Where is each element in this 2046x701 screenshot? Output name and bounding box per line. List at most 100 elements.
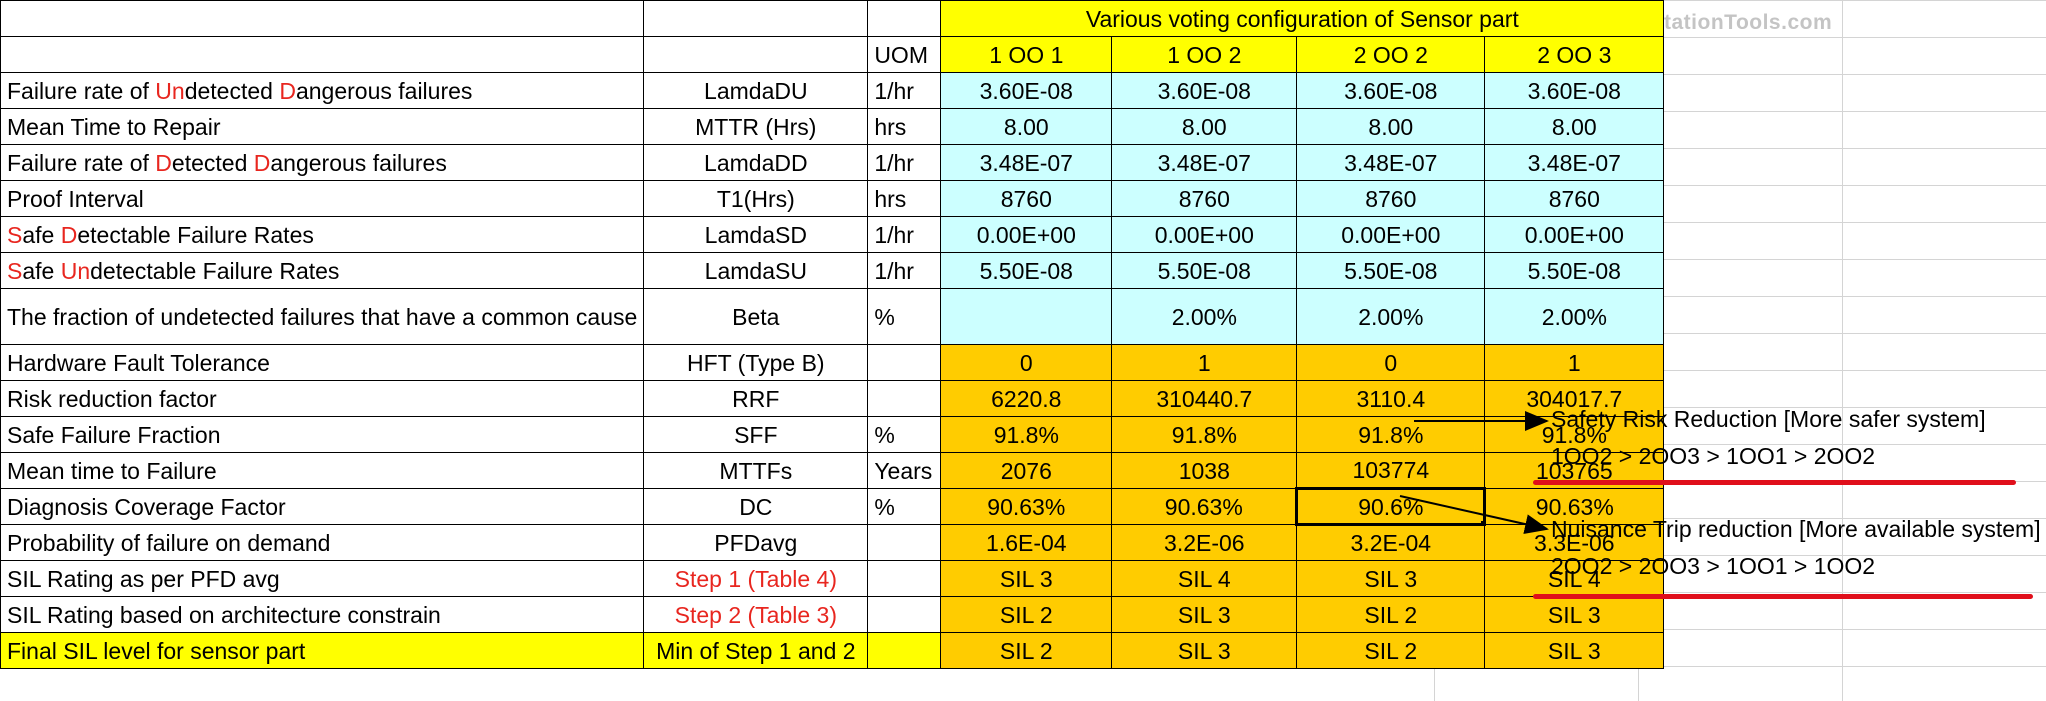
row-symbol[interactable]: PFDavg: [643, 524, 869, 561]
row-uom[interactable]: [867, 632, 942, 669]
value-cell-2oo3[interactable]: 3.60E-08: [1484, 72, 1665, 109]
value-cell-1oo2[interactable]: 3.2E-06: [1111, 524, 1298, 561]
value-cell-2oo2[interactable]: 3.60E-08: [1296, 72, 1486, 109]
row-uom[interactable]: %: [867, 488, 942, 525]
row-symbol[interactable]: Step 2 (Table 3): [643, 596, 869, 633]
value-cell-2oo2[interactable]: 0: [1296, 344, 1486, 381]
row-symbol[interactable]: DC: [643, 488, 869, 525]
value-cell-2oo2[interactable]: 2.00%: [1296, 288, 1486, 345]
value-cell-2oo2[interactable]: 91.8%: [1296, 416, 1486, 453]
row-uom[interactable]: Years: [867, 452, 942, 489]
row-symbol[interactable]: T1(Hrs): [643, 180, 869, 217]
row-label[interactable]: Failure rate of Detected Dangerous failu…: [0, 144, 645, 181]
row-uom[interactable]: %: [867, 288, 942, 345]
row-symbol[interactable]: LamdaSD: [643, 216, 869, 253]
value-cell-1oo2[interactable]: 1038: [1111, 452, 1298, 489]
value-cell-1oo2[interactable]: SIL 3: [1111, 632, 1298, 669]
value-cell-1oo1[interactable]: SIL 3: [940, 560, 1113, 597]
row-label[interactable]: Mean time to Failure: [0, 452, 645, 489]
row-label[interactable]: Probability of failure on demand: [0, 524, 645, 561]
value-cell-2oo3[interactable]: 1: [1484, 344, 1665, 381]
value-cell-2oo3[interactable]: 8.00: [1484, 108, 1665, 145]
value-cell-1oo2[interactable]: 91.8%: [1111, 416, 1298, 453]
row-uom[interactable]: [867, 524, 942, 561]
config-header-2oo3[interactable]: 2 OO 3: [1484, 36, 1665, 73]
value-cell-1oo2[interactable]: 1: [1111, 344, 1298, 381]
value-cell-2oo3[interactable]: 304017.7: [1484, 380, 1665, 417]
cell[interactable]: [643, 36, 869, 73]
value-cell-1oo1[interactable]: 2076: [940, 452, 1113, 489]
value-cell-1oo1[interactable]: [940, 288, 1113, 345]
value-cell-1oo2[interactable]: 0.00E+00: [1111, 216, 1298, 253]
row-uom[interactable]: 1/hr: [867, 144, 942, 181]
value-cell-2oo2[interactable]: 3.48E-07: [1296, 144, 1486, 181]
value-cell-1oo2[interactable]: 5.50E-08: [1111, 252, 1298, 289]
value-cell-1oo2[interactable]: 8760: [1111, 180, 1298, 217]
row-symbol[interactable]: LamdaDU: [643, 72, 869, 109]
config-header-1oo1[interactable]: 1 OO 1: [940, 36, 1113, 73]
value-cell-2oo3[interactable]: SIL 3: [1484, 596, 1665, 633]
row-label[interactable]: SIL Rating based on architecture constra…: [0, 596, 645, 633]
value-cell-2oo2[interactable]: SIL 2: [1296, 632, 1486, 669]
row-label[interactable]: Proof Interval: [0, 180, 645, 217]
value-cell-2oo2[interactable]: SIL 3: [1296, 560, 1486, 597]
value-cell-2oo3[interactable]: SIL 4: [1484, 560, 1665, 597]
value-cell-1oo1[interactable]: 3.48E-07: [940, 144, 1113, 181]
value-cell-2oo2[interactable]: 8.00: [1296, 108, 1486, 145]
row-label[interactable]: Failure rate of Undetected Dangerous fai…: [0, 72, 645, 109]
value-cell-1oo1[interactable]: 8760: [940, 180, 1113, 217]
value-cell-1oo1[interactable]: 6220.8: [940, 380, 1113, 417]
value-cell-1oo2[interactable]: SIL 3: [1111, 596, 1298, 633]
row-label[interactable]: Mean Time to Repair: [0, 108, 645, 145]
row-label[interactable]: Hardware Fault Tolerance: [0, 344, 645, 381]
row-uom[interactable]: [867, 596, 942, 633]
row-symbol[interactable]: Step 1 (Table 4): [643, 560, 869, 597]
row-symbol[interactable]: LamdaDD: [643, 144, 869, 181]
value-cell-1oo1[interactable]: 91.8%: [940, 416, 1113, 453]
value-cell-1oo2[interactable]: 90.63%: [1111, 488, 1298, 525]
value-cell-2oo2[interactable]: 5.50E-08: [1296, 252, 1486, 289]
config-group-title[interactable]: Various voting configuration of Sensor p…: [940, 0, 1665, 37]
value-cell-1oo1[interactable]: 90.63%: [940, 488, 1113, 525]
config-header-2oo2[interactable]: 2 OO 2: [1296, 36, 1486, 73]
value-cell-2oo2[interactable]: 3.2E-04: [1296, 524, 1486, 561]
row-uom[interactable]: [867, 344, 942, 381]
row-symbol[interactable]: RRF: [643, 380, 869, 417]
value-cell-2oo2[interactable]: 3110.4: [1296, 380, 1486, 417]
row-label[interactable]: Final SIL level for sensor part: [0, 632, 645, 669]
row-label[interactable]: SIL Rating as per PFD avg: [0, 560, 645, 597]
cell[interactable]: [643, 0, 869, 37]
row-label[interactable]: Diagnosis Coverage Factor: [0, 488, 645, 525]
value-cell-1oo1[interactable]: SIL 2: [940, 596, 1113, 633]
row-label[interactable]: Safe Failure Fraction: [0, 416, 645, 453]
cell[interactable]: [867, 0, 942, 37]
row-uom[interactable]: hrs: [867, 180, 942, 217]
row-symbol[interactable]: Min of Step 1 and 2: [643, 632, 869, 669]
value-cell-1oo2[interactable]: 3.60E-08: [1111, 72, 1298, 109]
value-cell-1oo2[interactable]: 2.00%: [1111, 288, 1298, 345]
row-label[interactable]: Safe Undetectable Failure Rates: [0, 252, 645, 289]
value-cell-1oo1[interactable]: SIL 2: [940, 632, 1113, 669]
value-cell-2oo2[interactable]: 90.6%: [1295, 487, 1487, 526]
value-cell-1oo2[interactable]: 3.48E-07: [1111, 144, 1298, 181]
value-cell-1oo2[interactable]: SIL 4: [1111, 560, 1298, 597]
row-symbol[interactable]: Beta: [643, 288, 869, 345]
value-cell-2oo2[interactable]: 8760: [1296, 180, 1486, 217]
value-cell-1oo2[interactable]: 8.00: [1111, 108, 1298, 145]
value-cell-2oo3[interactable]: 3.3E-06: [1484, 524, 1665, 561]
value-cell-1oo1[interactable]: 5.50E-08: [940, 252, 1113, 289]
row-symbol[interactable]: SFF: [643, 416, 869, 453]
row-uom[interactable]: hrs: [867, 108, 942, 145]
value-cell-2oo2[interactable]: 103774: [1296, 452, 1486, 489]
value-cell-2oo2[interactable]: SIL 2: [1296, 596, 1486, 633]
row-symbol[interactable]: HFT (Type B): [643, 344, 869, 381]
value-cell-2oo3[interactable]: 5.50E-08: [1484, 252, 1665, 289]
value-cell-1oo1[interactable]: 1.6E-04: [940, 524, 1113, 561]
value-cell-1oo1[interactable]: 3.60E-08: [940, 72, 1113, 109]
row-uom[interactable]: 1/hr: [867, 216, 942, 253]
row-uom[interactable]: [867, 380, 942, 417]
row-label[interactable]: Safe Detectable Failure Rates: [0, 216, 645, 253]
row-label[interactable]: Risk reduction factor: [0, 380, 645, 417]
row-uom[interactable]: 1/hr: [867, 72, 942, 109]
value-cell-1oo1[interactable]: 0.00E+00: [940, 216, 1113, 253]
